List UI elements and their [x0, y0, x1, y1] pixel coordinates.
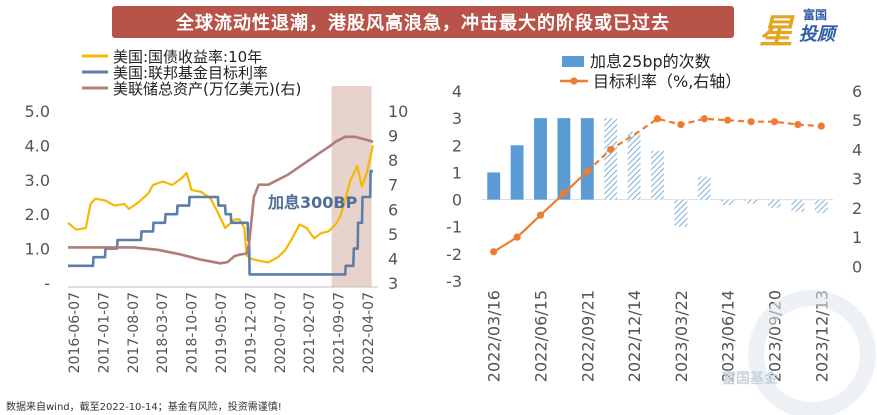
- chart2-right-tick-label: 1: [852, 228, 862, 247]
- chart2-rate-point: [700, 115, 708, 123]
- chart1-right-tick-label: 4: [388, 249, 398, 268]
- chart2-legend-label: 目标利率（%,右轴）: [593, 72, 741, 91]
- logo-bottom-text: 投顾: [799, 24, 835, 45]
- chart1-x-tick-label: 2021-02-07: [302, 292, 318, 373]
- chart2-rate-point: [490, 248, 498, 256]
- chart1-legend-label: 美联储总资产(万亿美元)(右): [113, 80, 301, 98]
- chart1-left-tick-label: 4.0: [25, 136, 50, 155]
- headline-text: 全球流动性退潮，港股风高浪急，冲击最大的阶段或已过去: [176, 13, 670, 34]
- chart2-rate-point: [583, 167, 591, 175]
- chart2-left-tick-label: 2: [452, 136, 462, 155]
- chart2-left-tick-label: 1: [452, 163, 462, 182]
- chart1-x-tick-label: 2016-06-07: [67, 292, 83, 373]
- chart2-bar-forecast: [697, 176, 711, 200]
- chart1-right-tick-label: 10: [388, 102, 408, 121]
- chart1-x-tick-label: 2022-04-07: [361, 292, 377, 373]
- chart1-right-tick-label: 9: [388, 127, 398, 146]
- chart2-left-tick-label: -1: [446, 218, 462, 237]
- logo-top-text: 富国: [803, 8, 828, 22]
- chart2-right-tick-label: 5: [852, 111, 862, 130]
- chart1-right-tick-label: 7: [388, 176, 398, 195]
- chart2-right-tick-label: 3: [852, 170, 862, 189]
- chart2-x-tick-label: 2022/06/15: [532, 290, 551, 382]
- chart2-right-tick-label: 2: [852, 199, 862, 218]
- chart1-left-tick-label: 3.0: [25, 171, 50, 190]
- chart2-left-tick-label: 3: [452, 109, 462, 128]
- chart2-left-tick-label: -3: [446, 272, 462, 291]
- chart2-legend-line-marker: [570, 77, 578, 85]
- chart2-rate-point: [677, 121, 685, 129]
- chart2-right-tick-label: 6: [852, 82, 862, 101]
- chart1-left-tick-label: -: [44, 274, 50, 293]
- chart2-bar-actual: [580, 118, 594, 200]
- chart2-bar-actual: [510, 145, 524, 200]
- chart1-left-tick-label: 5.0: [25, 102, 50, 121]
- chart1-left-tick-label: 2.0: [25, 205, 50, 224]
- chart2-rate-point: [653, 115, 662, 123]
- chart1-series-line-1: [67, 145, 375, 264]
- chart2-rate-point: [724, 116, 732, 124]
- chart1-shaded-period: [331, 86, 372, 287]
- chart2-x-tick-label: 2023/12/13: [812, 290, 831, 382]
- chart2-bar-forecast: [604, 118, 618, 200]
- chart1-annotation: 加息300BP: [267, 193, 358, 212]
- chart2-left-tick-label: 0: [452, 191, 462, 210]
- chart2-rate-point: [770, 118, 779, 126]
- chart2-x-tick-label: 2022/09/21: [578, 290, 597, 382]
- chart2-rate-point: [513, 233, 521, 241]
- chart1-x-tick-label: 2019-05-07: [214, 292, 230, 373]
- chart2-bar-actual: [487, 172, 501, 200]
- chart2-x-tick-label: 2023/06/14: [719, 290, 738, 382]
- chart2-rate-point: [607, 145, 615, 154]
- chart2-bar-forecast: [721, 199, 735, 205]
- chart2-rate-point: [747, 118, 755, 126]
- chart1-series-line-3: [68, 135, 374, 265]
- chart2-right-tick-label: 4: [852, 140, 862, 159]
- chart2-rate-point: [817, 122, 825, 130]
- chart2-rate-point: [560, 189, 568, 197]
- chart1-right-tick-label: 6: [388, 200, 398, 219]
- chart2-bar-actual: [534, 118, 547, 200]
- chart2-rate-point: [794, 121, 802, 129]
- chart1-right-tick-label: 3: [388, 274, 398, 293]
- chart2-bar-forecast: [744, 199, 758, 204]
- chart2-bar-forecast: [627, 131, 641, 200]
- chart1-x-tick-label: 2018-10-07: [185, 292, 201, 373]
- chart2-bar-forecast: [674, 199, 688, 227]
- chart1-x-tick-label: 2017-01-07: [96, 292, 112, 373]
- chart2-legend-label: 加息25bp的次数: [590, 52, 711, 71]
- chart2-bar-actual: [557, 118, 571, 200]
- chart1-x-tick-label: 2017-08-07: [126, 292, 142, 373]
- chart2-bar-forecast: [814, 199, 828, 214]
- chart2-rate-line-forecast: [586, 117, 822, 173]
- brand-logo: 星 富国 投顾: [759, 4, 855, 52]
- logo-star-char: 星: [759, 12, 793, 52]
- chart1-left-tick-label: 1.0: [25, 240, 50, 259]
- chart1-legend-label: 美国:国债收益率:10年: [113, 48, 262, 66]
- chart1-right-tick-label: 8: [388, 151, 398, 170]
- chart1-legend-label: 美国:联邦基金目标利率: [113, 64, 268, 82]
- chart2-bar-forecast: [791, 199, 805, 212]
- chart2-x-tick-label: 2023/03/22: [672, 290, 691, 382]
- chart1-x-tick-label: 2021-09-07: [332, 292, 348, 373]
- chart2-right-tick-label: 0: [852, 257, 862, 276]
- chart2-left-tick-label: 4: [452, 82, 462, 101]
- chart1-right-tick-label: 5: [388, 225, 398, 244]
- chart1-x-tick-label: 2019-12-07: [243, 292, 259, 373]
- chart1-series-line-2: [68, 169, 373, 276]
- chart2-x-tick-label: 2022/12/14: [625, 290, 644, 382]
- headline-banner: 全球流动性退潮，港股风高浪急，冲击最大的阶段或已过去: [112, 6, 734, 38]
- chart2-x-tick-label: 2022/03/16: [485, 290, 504, 382]
- chart2-bar-forecast: [768, 199, 781, 208]
- chart1-x-tick-label: 2020-07-07: [273, 292, 289, 373]
- chart2-legend-bar-swatch: [562, 56, 584, 67]
- chart2-left-tick-label: -2: [446, 245, 462, 264]
- chart2-bar-forecast: [651, 150, 664, 200]
- chart2-rate-point: [536, 211, 545, 219]
- watermark-ring: [748, 290, 876, 415]
- chart1-x-tick-label: 2018-03-07: [155, 292, 171, 373]
- watermark-text: 富国基金: [722, 371, 778, 387]
- source-footnote: 数据来自wind，截至2022-10-14；基金有风险，投资需谨慎!: [6, 402, 282, 413]
